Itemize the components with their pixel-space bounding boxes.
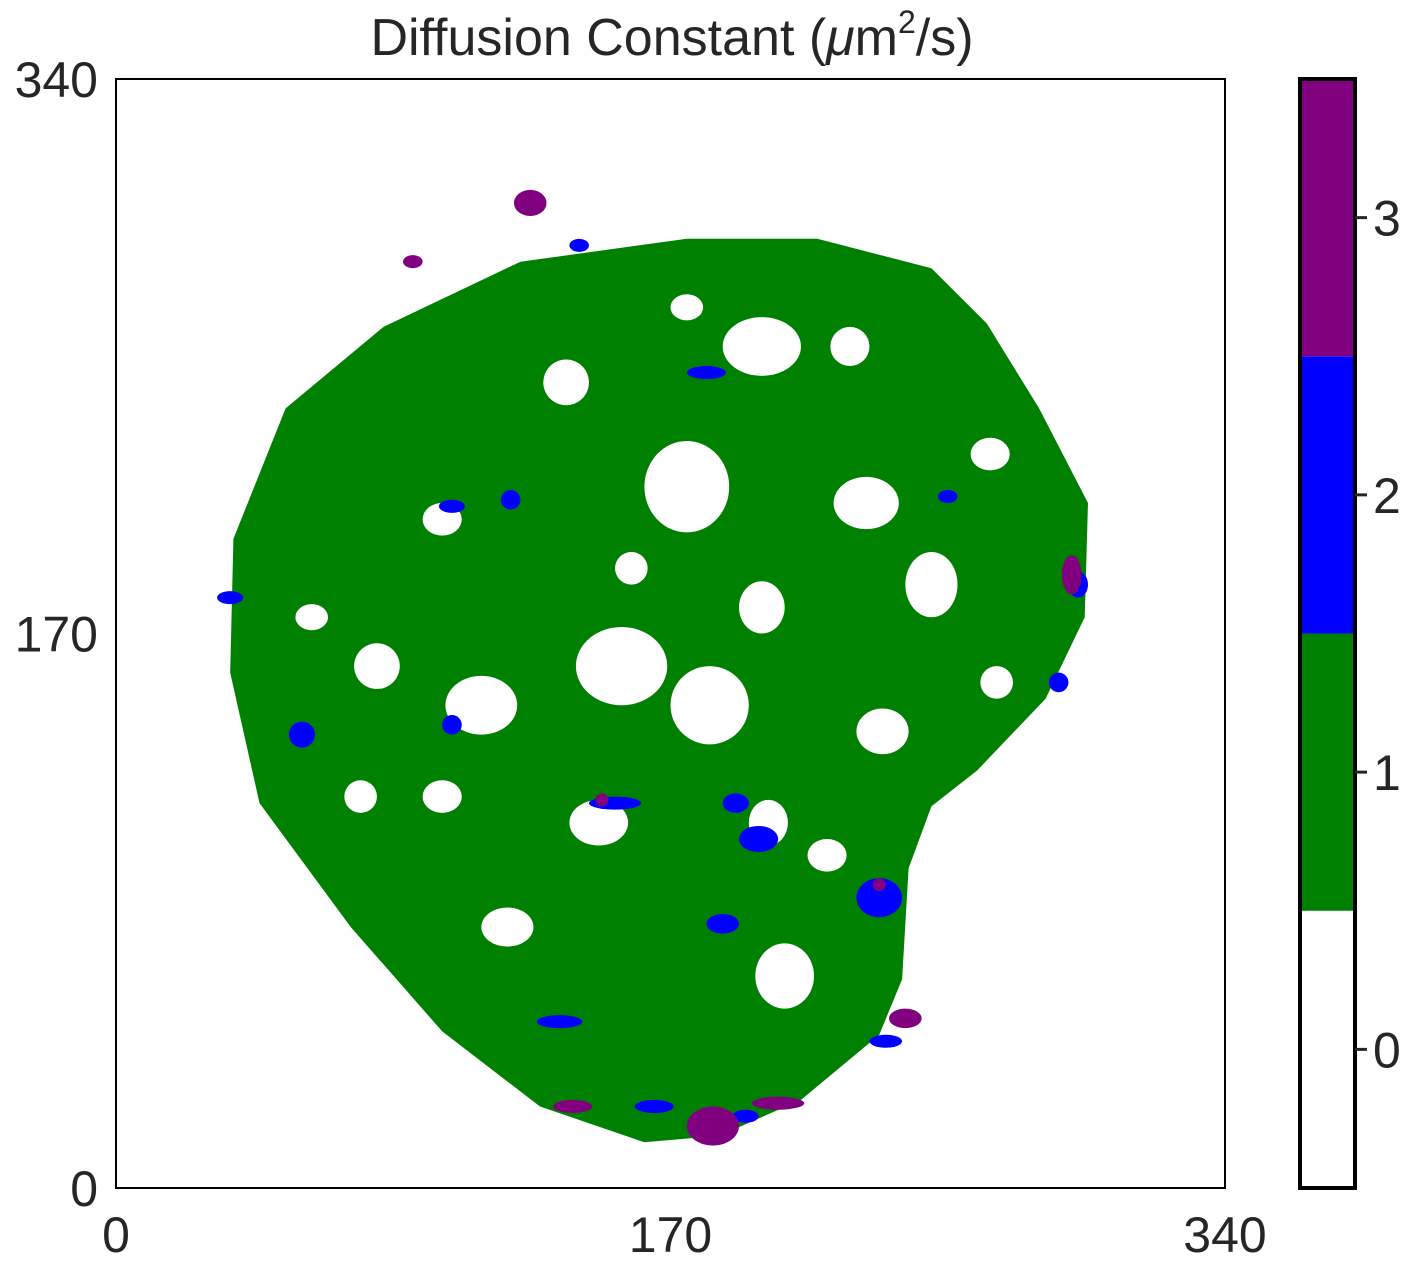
level-0-hole-9 <box>738 581 785 634</box>
colorbar-tick-label-2: 2 <box>1373 468 1401 524</box>
level-2-patch-10 <box>500 489 521 510</box>
level-0-hole-4 <box>445 675 518 735</box>
x-tick-label-0: 0 <box>102 1207 130 1263</box>
level-2-patch-1 <box>738 825 779 853</box>
level-0-hole-2 <box>575 626 668 706</box>
level-2-patch-7 <box>288 721 315 748</box>
level-0-hole-19 <box>615 551 648 585</box>
level-0-hole-12 <box>755 943 815 1009</box>
level-2-patch-2 <box>706 914 739 934</box>
level-3-patch-3 <box>403 255 423 269</box>
level-3-patch-2 <box>1061 555 1082 595</box>
level-0-hole-10 <box>856 708 909 755</box>
level-3-patch-8 <box>595 793 609 807</box>
plot-frame <box>115 78 1226 1189</box>
level-3-patch-6 <box>752 1096 805 1110</box>
level-0-hole-7 <box>543 359 589 406</box>
level-2-patch-5 <box>536 1015 583 1029</box>
colorbar-tick-label-3: 3 <box>1373 191 1401 247</box>
level-0-hole-1 <box>722 317 801 376</box>
y-tick-label-340: 340 <box>15 52 98 108</box>
level-0-hole-6 <box>905 551 958 618</box>
level-2-patch-17 <box>438 499 466 513</box>
y-tick-label-0: 0 <box>70 1161 98 1217</box>
level-0-hole-11 <box>354 643 400 689</box>
level-2-patch-11 <box>869 1034 903 1048</box>
y-tick-label-170: 170 <box>15 607 98 663</box>
level-2-patch-0 <box>856 878 903 918</box>
level-0-hole-17 <box>970 437 1010 471</box>
level-0-hole-24 <box>422 780 462 813</box>
level-2-patch-6 <box>634 1099 674 1113</box>
heatmap-cells <box>217 189 1089 1146</box>
colorbar-frame <box>1298 77 1357 1190</box>
x-tick-label-340: 340 <box>1183 1207 1266 1263</box>
colorbar-segment-1 <box>1300 633 1355 911</box>
level-2-patch-16 <box>732 1109 759 1123</box>
level-0-hole-20 <box>344 780 377 813</box>
level-0-hole-3 <box>670 666 749 745</box>
level-2-patch-8 <box>217 591 244 605</box>
level-2-patch-13 <box>686 366 726 380</box>
y-axis-tick-labels: 0 170 340 <box>15 52 98 1217</box>
colorbar-segment-0 <box>1300 910 1355 1188</box>
heatmap-plot-area <box>116 79 1225 1188</box>
level-0-hole-15 <box>830 326 870 367</box>
colorbar-segment-2 <box>1300 356 1355 634</box>
level-2-patch-15 <box>937 489 958 504</box>
x-tick-label-170: 170 <box>629 1207 712 1263</box>
level-0-hole-23 <box>980 666 1013 699</box>
colorbar: 0 1 2 3 <box>1298 77 1401 1190</box>
level-2-patch-4 <box>722 793 749 813</box>
colorbar-tick-label-0: 0 <box>1373 1022 1401 1078</box>
level-3-patch-7 <box>872 878 886 892</box>
level-2-patch-12 <box>569 238 589 252</box>
level-0-hole-8 <box>569 799 629 846</box>
level-3-patch-0 <box>686 1106 739 1146</box>
level-3-patch-4 <box>889 1008 922 1029</box>
level-0-hole-0 <box>644 441 730 533</box>
colorbar-tick-label-1: 1 <box>1373 745 1401 801</box>
level-2-patch-18 <box>1048 672 1069 693</box>
level-0-hole-18 <box>807 838 847 872</box>
level-0-hole-22 <box>670 294 704 321</box>
level-3-patch-5 <box>553 1099 593 1113</box>
level-0-hole-5 <box>833 476 899 530</box>
colorbar-segment-3 <box>1300 79 1355 357</box>
level-2-patch-14 <box>442 715 462 735</box>
chart-title: Diffusion Constant (μm2/s) <box>370 4 973 67</box>
x-axis-tick-labels: 0 170 340 <box>102 1207 1267 1263</box>
level-0-hole-21 <box>295 604 329 631</box>
level-3-patch-1 <box>513 189 547 216</box>
level-0-hole-13 <box>481 907 534 947</box>
